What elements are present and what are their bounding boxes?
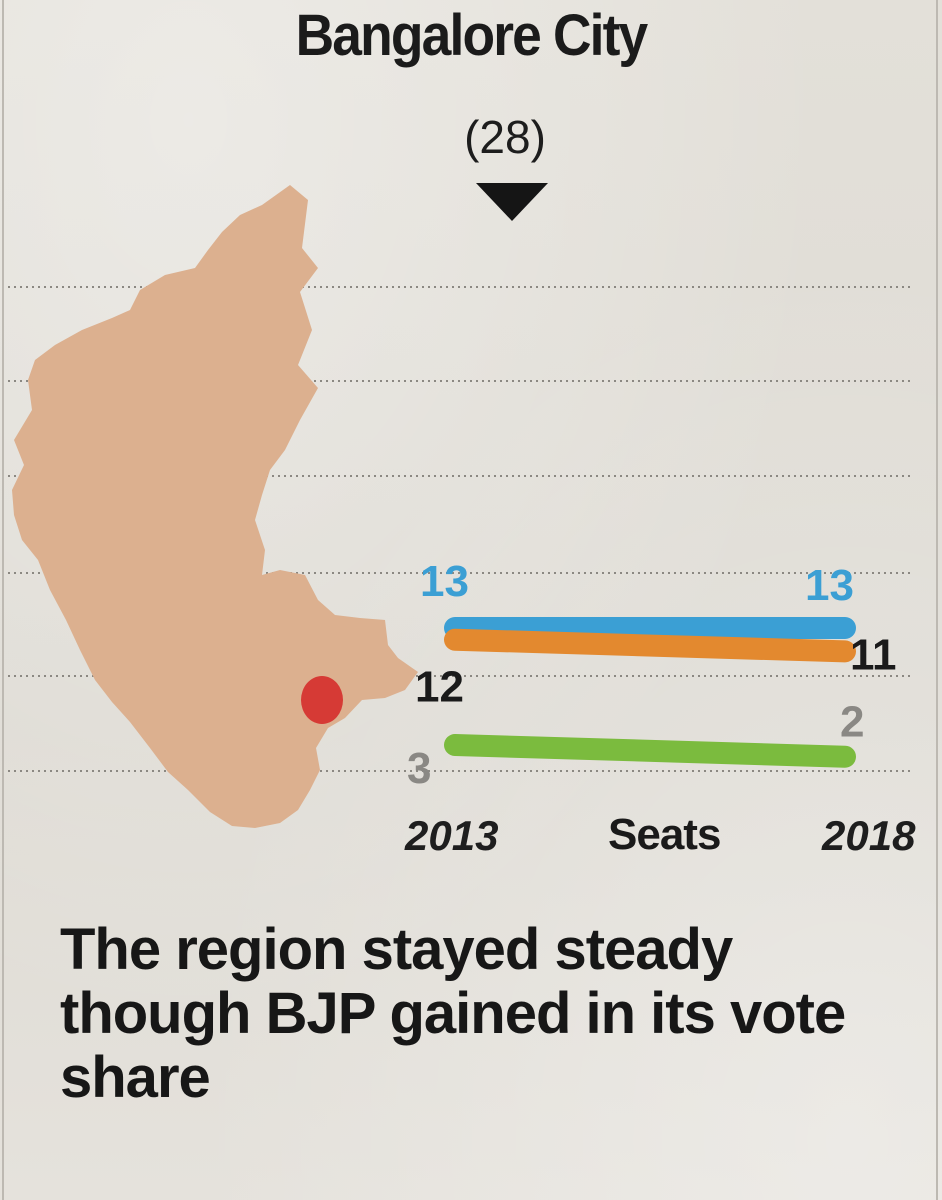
data-label-green-party-2018: 2 [840,698,864,747]
axis-label-seats: Seats [608,810,721,859]
data-label-orange-party-2013: 12 [415,663,464,712]
series-line-orange-party [444,628,856,663]
down-triangle-icon [476,183,548,221]
bangalore-region-marker [301,676,343,724]
axis-label-2013: 2013 [405,812,499,859]
chart-area: 13 13 12 11 3 2 [8,185,910,828]
seat-count: (28) [464,111,546,163]
axis-label-2018: 2018 [822,812,916,859]
page-title: Bangalore City [295,3,649,68]
right-border [936,0,938,1200]
data-label-blue-party-2013: 13 [420,557,469,606]
series-line-green-party [444,734,856,768]
data-label-orange-party-2018: 11 [850,630,897,679]
caption-text: The region stayed steady though BJP gain… [60,917,846,1110]
left-border [2,0,4,1200]
data-label-blue-party-2018: 13 [805,561,854,610]
data-label-green-party-2013: 3 [407,744,431,793]
karnataka-map-icon [12,185,418,828]
